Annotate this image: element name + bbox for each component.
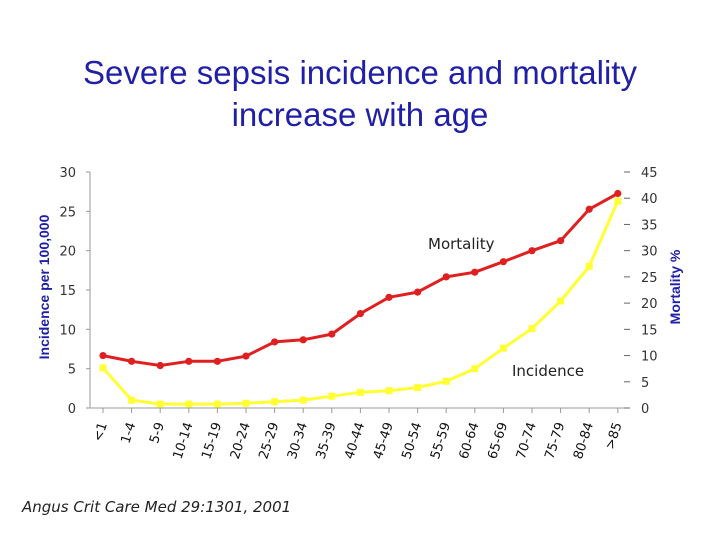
incidence-point [156, 400, 164, 408]
mortality-point [585, 205, 593, 213]
y-right-tick-label: 45 [641, 166, 658, 181]
mortality-point [557, 237, 565, 245]
x-tick-label: 1-4 [119, 421, 140, 446]
x-tick-label: 70-74 [514, 421, 540, 462]
y-right-tick-label: 20 [641, 297, 658, 312]
incidence-point [356, 388, 364, 396]
mortality-point [614, 189, 622, 198]
x-tick-label: >85 [603, 421, 626, 452]
x-tick-label: 30-34 [285, 421, 311, 462]
x-tick-label: 80-84 [571, 421, 597, 462]
mortality-point [356, 310, 364, 318]
title-line-1: Severe sepsis incidence and mortality [83, 54, 637, 91]
mortality-point [442, 273, 450, 281]
mortality-point [499, 258, 507, 266]
x-tick-label: 60-64 [457, 421, 483, 462]
mortality-point [99, 351, 107, 360]
x-tick-label: <1 [91, 421, 111, 444]
x-tick-label: 75-79 [542, 421, 568, 462]
incidence-point [528, 325, 536, 333]
y-right-tick-label: 25 [641, 271, 658, 286]
y-left-tick-label: 15 [59, 284, 76, 299]
y-right-tick-label: 15 [641, 323, 658, 338]
y-right-tick-label: 40 [641, 192, 658, 207]
mortality-point [128, 357, 136, 365]
x-tick-label: 20-24 [228, 421, 254, 462]
x-tick-label: 10-14 [171, 421, 197, 462]
y-left-tick-label: 30 [59, 166, 76, 181]
x-tick-label: 35-39 [314, 421, 340, 462]
incidence-point [614, 197, 622, 205]
title-line-2: increase with age [231, 96, 489, 133]
mortality-point [528, 247, 536, 255]
x-tick-label: 40-44 [342, 421, 368, 462]
mortality-point [213, 357, 221, 365]
mortality-point [242, 352, 250, 360]
x-tick-label: 55-59 [428, 421, 454, 462]
incidence-point [385, 387, 393, 395]
mortality-point [299, 336, 307, 344]
incidence-point [442, 377, 450, 385]
y-right-tick-label: 30 [641, 245, 658, 260]
mortality-point [185, 357, 193, 365]
incidence-point [99, 364, 107, 372]
x-tick-label: 50-54 [399, 421, 425, 462]
incidence-point [242, 399, 250, 407]
incidence-point [585, 262, 593, 270]
mortality-point [414, 288, 422, 296]
incidence-point [471, 365, 479, 373]
y-left-tick-label: 0 [68, 402, 76, 417]
y-left-tick-label: 5 [68, 363, 76, 378]
y-right-tick-label: 5 [641, 376, 649, 391]
x-tick-label: 65-69 [485, 421, 511, 462]
mortality-point [156, 361, 164, 370]
slide-title: Severe sepsis incidence and mortality in… [40, 52, 680, 136]
y-right-axis-title: Mortality % [667, 249, 683, 324]
y-right-tick-label: 0 [641, 402, 649, 417]
incidence-point [328, 392, 336, 400]
incidence-point [414, 384, 422, 392]
incidence-point [499, 344, 507, 352]
incidence-point [271, 398, 279, 406]
chart-labels: Incidence per 100,000 Mortality % Mortal… [36, 214, 683, 380]
y-left-tick-label: 20 [59, 245, 76, 260]
mortality-point [328, 330, 336, 338]
y-left-tick-label: 25 [59, 205, 76, 220]
mortality-point [271, 338, 279, 346]
chart-series [99, 189, 622, 408]
x-tick-label: 5-9 [147, 421, 168, 446]
incidence-point [213, 400, 221, 408]
incidence-point [185, 400, 193, 408]
incidence-point [299, 396, 307, 404]
mortality-line [102, 192, 619, 367]
mortality-point [471, 268, 479, 276]
x-tick-label: 25-29 [256, 421, 282, 462]
incidence-point [557, 297, 565, 305]
x-tick-label: 45-49 [371, 421, 397, 462]
x-tick-label: 15-19 [199, 421, 225, 462]
citation: Angus Crit Care Med 29:1301, 2001 [22, 498, 292, 516]
mortality-point [385, 293, 393, 301]
mortality-annotation: Mortality [428, 235, 495, 253]
y-left-tick-label: 10 [59, 323, 76, 338]
y-right-tick-label: 10 [641, 350, 658, 365]
y-right-tick-label: 35 [641, 218, 658, 233]
incidence-point [128, 396, 136, 404]
incidence-annotation: Incidence [512, 362, 584, 380]
y-left-axis-title: Incidence per 100,000 [36, 214, 52, 359]
